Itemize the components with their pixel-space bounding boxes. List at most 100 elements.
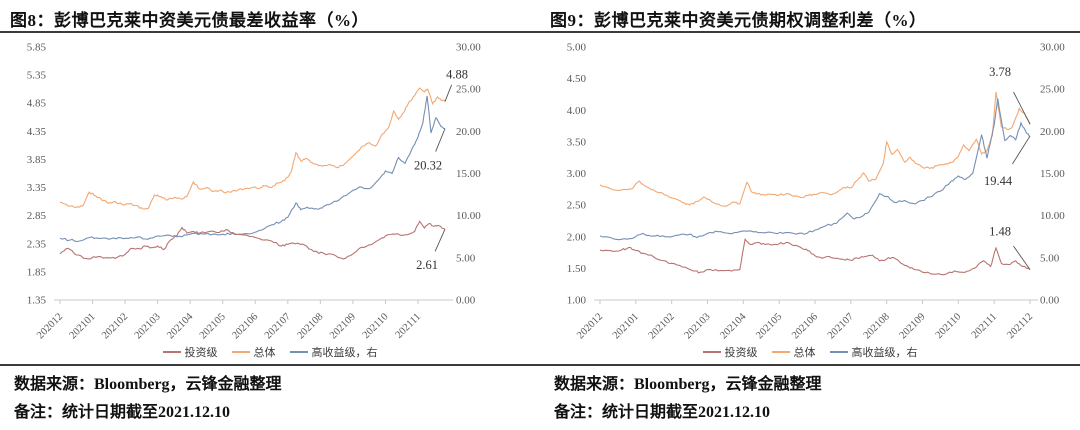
figure8-panel: 图8：彭博巴克莱中资美元债最差收益率（%） 202012 202101 202102… [0,11,540,421]
x-axis-tick-label: 202106 [790,311,820,341]
legend-swatch [231,351,250,353]
left-axis-tick-label: 3.50 [567,136,587,148]
left-axis-tick-label: 3.85 [27,154,47,166]
left-axis-tick-label: 2.85 [27,210,47,222]
annotation-leader-line [444,84,453,102]
left-axis-tick-label: 2.50 [567,200,587,212]
right-axis-tick-label: 15.00 [456,168,481,180]
footer-separator [0,364,1080,366]
legend-swatch [702,351,721,353]
series-line-overall [59,87,446,210]
x-axis-tick-label: 202111 [970,311,1000,341]
figure9-panel: 图9：彭博巴克莱中资美元债期权调整利差（%） 202012 202101 20210… [540,0,1080,430]
left-axis-tick-label: 1.35 [27,295,47,307]
legend-swatch [289,351,308,353]
figure8-title: 图8：彭博巴克莱中资美元债最差收益率（%） [10,11,369,30]
legend-swatch [771,351,790,353]
legend-item-investment-grade: 投资级 [702,344,758,360]
figure8-legend: 投资级 总体 高收益级，右 [0,344,540,360]
left-axis-tick-label: 4.85 [27,98,47,110]
right-axis-tick-label: 25.00 [1040,84,1065,96]
x-axis-tick-label: 202109 [328,311,358,341]
legend-label: 总体 [253,347,276,359]
legend-label: 总体 [793,347,816,359]
x-axis-tick-label: 202104 [718,311,749,342]
left-axis-tick-label: 2.00 [567,231,587,243]
legend-item-high-yield: 高收益级，右 [829,344,918,360]
figure9-note: 备注：统计日期截至2021.12.10 [554,404,771,421]
series-line-high-yield [59,95,446,243]
end-value-annotation: 20.32 [414,159,442,173]
x-axis-tick-label: 202105 [198,311,228,341]
x-axis-tick-label: 202102 [647,311,677,341]
right-axis-tick-label: 20.00 [1040,126,1065,138]
left-axis-tick-label: 5.00 [567,42,587,54]
x-axis-tick-label: 202105 [754,311,784,341]
x-axis-tick-label: 202112 [1005,311,1035,341]
right-axis-tick-label: 0.00 [1040,295,1060,307]
series-line-investment-grade [59,220,446,260]
right-axis-tick-label: 5.00 [456,252,476,264]
right-axis-tick-label: 10.00 [1040,210,1065,222]
legend-item-overall: 总体 [231,344,276,360]
x-axis-tick-label: 202103 [683,311,713,341]
x-axis-tick-label: 202101 [68,311,98,341]
legend-label: 投资级 [184,347,218,359]
legend-item-investment-grade: 投资级 [162,344,218,360]
series-line-investment-grade [599,238,1031,276]
right-axis-tick-label: 20.00 [456,126,481,138]
end-value-annotation: 4.88 [446,68,468,82]
left-axis-tick-label: 4.00 [567,105,587,117]
x-axis-tick-label: 202012 [35,311,65,341]
x-axis-tick-label: 202103 [133,311,163,341]
left-axis-tick-label: 5.85 [27,42,47,54]
left-axis-tick-label: 3.35 [27,182,47,194]
x-axis-tick-label: 202012 [575,311,605,341]
right-axis-tick-label: 25.00 [456,84,481,96]
legend-item-overall: 总体 [771,344,816,360]
left-axis-tick-label: 4.35 [27,126,47,138]
legend-swatch [162,351,181,353]
figure9-line-chart: 202012 202101 202102 202103 202104 202105 2021… [567,42,1066,342]
title-underline [0,31,1080,33]
x-axis-tick-label: 202109 [898,311,928,341]
figure9-title: 图9：彭博巴克莱中资美元债期权调整利差（%） [550,11,927,30]
legend-label: 投资级 [724,347,758,359]
figure9-source: 数据来源：Bloomberg，云锋金融整理 [554,376,822,393]
x-axis-tick-label: 202107 [263,311,293,341]
x-axis-tick-label: 202101 [611,311,641,341]
legend-label: 高收益级，右 [851,347,918,359]
left-axis-tick-label: 2.35 [27,238,47,250]
x-axis-tick-label: 202108 [295,311,325,341]
series-line-high-yield [599,98,1031,241]
right-axis-tick-label: 30.00 [456,42,481,54]
left-axis-tick-label: 3.00 [567,168,587,180]
x-axis-tick-label: 202107 [826,311,856,341]
left-axis-tick-label: 4.50 [567,73,587,85]
right-axis-tick-label: 30.00 [1040,42,1065,54]
x-axis-tick-label: 202102 [100,311,130,341]
left-axis-tick-label: 1.00 [567,295,587,307]
annotation-leader-line [1013,91,1031,125]
x-axis-tick-label: 202110 [361,311,391,341]
end-value-annotation: 19.44 [984,174,1013,188]
end-value-annotation: 1.48 [989,225,1011,239]
legend-swatch [829,351,848,353]
annotation-leader-line [435,128,446,152]
series-line-overall [599,91,1031,207]
figure8-source: 数据来源：Bloomberg，云锋金融整理 [14,376,282,393]
x-axis-tick-label: 202110 [934,311,964,341]
left-axis-tick-label: 1.50 [567,263,587,275]
left-axis-tick-label: 1.85 [27,266,47,278]
left-axis-tick-label: 5.35 [27,70,47,82]
x-axis-tick-label: 202111 [394,311,424,341]
right-axis-tick-label: 0.00 [456,295,476,307]
legend-item-high-yield: 高收益级，右 [289,344,378,360]
annotation-leader-line [1012,135,1031,165]
right-axis-tick-label: 15.00 [1040,168,1065,180]
annotation-leader-line [1013,245,1031,270]
right-axis-tick-label: 5.00 [1040,252,1060,264]
figure8-line-chart: 202012 202101 202102 202103 202104 202105 2021… [27,42,482,342]
x-axis-tick-label: 202104 [165,311,196,342]
